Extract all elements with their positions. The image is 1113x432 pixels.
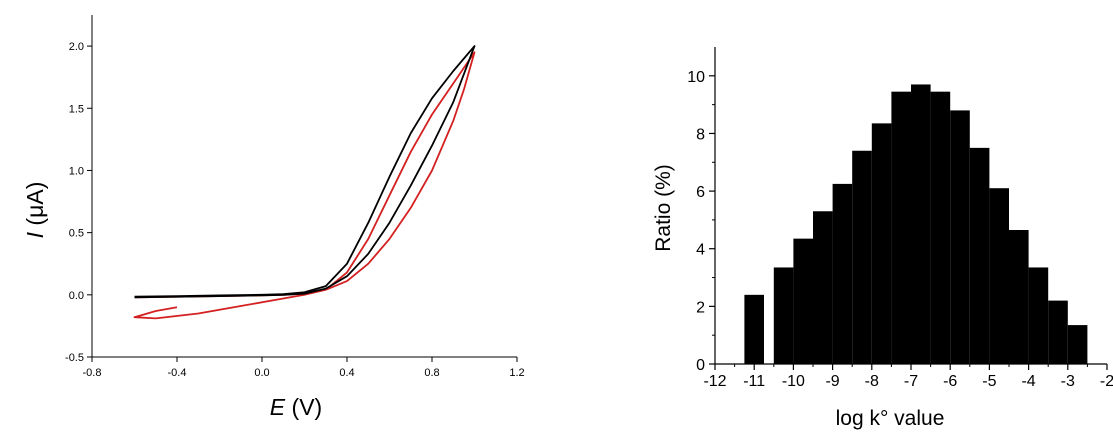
cv-x-axis-label-italic: E — [270, 394, 286, 420]
cv-y-tick-label: -0.5 — [65, 352, 84, 364]
histogram-bar — [911, 84, 931, 365]
histogram-x-tick-label: -11 — [743, 373, 765, 390]
histogram-bar — [832, 183, 853, 364]
cv-y-tick-label: 1.5 — [69, 103, 84, 115]
cv-series-line-black — [134, 45, 476, 299]
histogram-x-tick-label: -5 — [982, 373, 996, 390]
histogram-y-tick-label: 10 — [687, 69, 705, 86]
histogram-y-tick-label: 4 — [696, 242, 705, 259]
histogram-y-tick-label: 6 — [696, 184, 705, 201]
histogram-bar — [1028, 267, 1049, 364]
cv-y-axis-label: I (μA) — [22, 182, 48, 239]
histogram-x-axis-label: log k° value — [836, 407, 945, 430]
cv-y-tick-label: 1.0 — [69, 165, 84, 177]
cv-series-line-red — [133, 51, 476, 320]
cv-y-axis-label-italic: I — [22, 231, 48, 238]
cyclic-voltammogram-chart: -0.8 -0.4 0.0 0.4 0.8 1.2-0.50.00.51.01.52.0 … — [22, 15, 525, 420]
histogram-plot-area: -12 -11 -10 -9 -8 -7 -6 -5 -4 -3 -2 0 2 4 6 8 10 — [687, 47, 1113, 390]
histogram-bar — [969, 147, 990, 364]
histogram-x-tick-label: -12 — [703, 373, 726, 390]
svg-text:I (μA): I (μA) — [22, 182, 48, 239]
histogram-bar — [852, 150, 872, 364]
histogram-bar — [871, 123, 892, 364]
cv-x-tick-label: 0.0 — [254, 367, 269, 379]
histogram-x-tick-label: -10 — [782, 373, 805, 390]
histogram-x-tick-label: -7 — [904, 373, 918, 390]
histogram-bar — [930, 91, 951, 364]
cv-x-tick-label: -0.8 — [83, 367, 102, 379]
histogram-bar — [1067, 325, 1088, 364]
histogram-chart: -12 -11 -10 -9 -8 -7 -6 -5 -4 -3 -2 0 2 4 6 8 10 log k° … — [652, 47, 1113, 430]
histogram-bar — [793, 238, 813, 364]
histogram-y-tick-label: 8 — [696, 126, 705, 143]
histogram-x-tick-label: -6 — [943, 373, 957, 390]
histogram-x-tick-label: -4 — [1021, 373, 1035, 390]
histogram-bar — [950, 110, 970, 365]
histogram-bar — [891, 91, 911, 364]
histogram-bar — [989, 188, 1009, 364]
histogram-bar — [773, 267, 794, 364]
cv-y-tick-label: 2.0 — [69, 41, 84, 53]
histogram-x-tick-label: -9 — [825, 373, 839, 390]
cv-x-tick-label: -0.4 — [168, 367, 187, 379]
cv-x-axis-label-unit: (V) — [285, 394, 322, 420]
cv-y-axis-label-unit: (μA) — [22, 182, 48, 232]
cv-y-tick-label: 0.0 — [69, 290, 84, 302]
cv-plot-area: -0.8 -0.4 0.0 0.4 0.8 1.2 -0.5 0.0 0.5 1.0 1.5 2.0 — [65, 15, 525, 379]
svg-text:E (V): E (V) — [270, 394, 322, 420]
histogram-x-tick-label: -2 — [1100, 373, 1113, 390]
cv-x-tick-label: 0.8 — [424, 367, 439, 379]
cv-x-tick-label: 1.2 — [509, 367, 524, 379]
histogram-y-tick-label: 0 — [696, 357, 705, 374]
cv-x-axis-label: E (V) — [270, 394, 322, 420]
histogram-bar — [813, 211, 833, 364]
histogram-bar — [1009, 229, 1029, 364]
cv-y-tick-label: 0.5 — [69, 228, 84, 240]
histogram-y-axis-label: Ratio (%) — [652, 164, 675, 252]
histogram-y-tick-label: 2 — [696, 299, 705, 316]
histogram-bar — [1048, 300, 1068, 364]
histogram-x-tick-label: -8 — [865, 373, 879, 390]
cv-x-tick-label: 0.4 — [339, 367, 354, 379]
histogram-x-tick-label: -3 — [1061, 373, 1075, 390]
histogram-bar — [744, 294, 764, 364]
